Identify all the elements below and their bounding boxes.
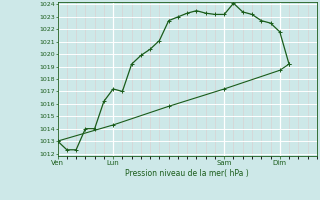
X-axis label: Pression niveau de la mer( hPa ): Pression niveau de la mer( hPa ) xyxy=(125,169,249,178)
